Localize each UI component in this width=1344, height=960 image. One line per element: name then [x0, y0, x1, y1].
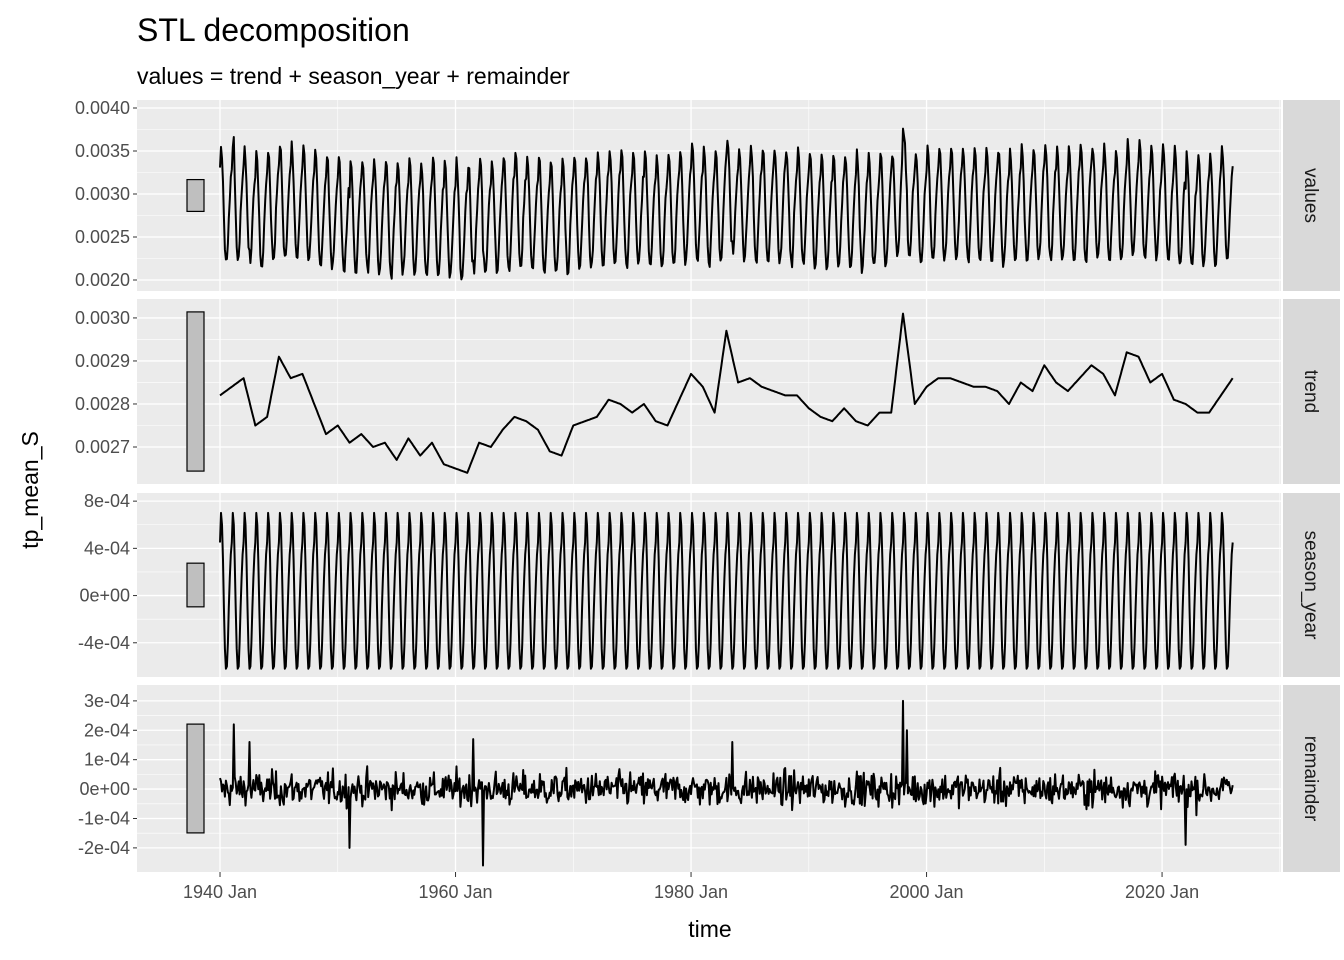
- facet-strip-label: remainder: [1300, 736, 1321, 822]
- panel-background: [137, 685, 1281, 872]
- panel-trend: 0.0027 0.0028 0.0029 0.0030 trend: [75, 299, 1340, 484]
- facet-strip-label: trend: [1300, 370, 1321, 413]
- y-axis-label: tp_mean_S: [17, 431, 43, 549]
- y-tick-label: 0e+00: [79, 586, 130, 606]
- panel-season_year: -4e-04 0e+00 4e-04 8e-04 season_year: [78, 491, 1340, 677]
- facet-strip-label: season_year: [1300, 531, 1321, 640]
- y-tick-label: 2e-04: [84, 720, 130, 740]
- series-line-remainder: [219, 699, 1234, 867]
- x-tick-label: 1980 Jan: [654, 882, 728, 902]
- series-line-season_year: [219, 511, 1234, 670]
- x-tick-label: 1960 Jan: [418, 882, 492, 902]
- chart-subtitle: values = trend + season_year + remainder: [137, 63, 570, 89]
- y-tick-label: 0.0027: [75, 437, 130, 457]
- scale-range-bar: [186, 723, 205, 834]
- y-tick-label: 0.0030: [75, 308, 130, 328]
- facet-strip: [1283, 493, 1340, 677]
- panel-background: [137, 493, 1281, 677]
- x-tick-label: 2020 Jan: [1125, 882, 1199, 902]
- y-tick-label: 0.0029: [75, 351, 130, 371]
- chart-title: STL decomposition: [137, 12, 410, 48]
- y-tick-label: 4e-04: [84, 538, 130, 558]
- facet-strip: [1283, 299, 1340, 484]
- series-line-trend: [219, 312, 1234, 474]
- scale-range-bar: [186, 311, 205, 472]
- y-tick-label: 1e-04: [84, 750, 130, 770]
- panel-remainder: -2e-04 -1e-04 0e+00 1e-04 2e-04 3e-04 remainde…: [78, 685, 1340, 872]
- facet-strip: [1283, 100, 1340, 291]
- y-tick-label: 0.0028: [75, 394, 130, 414]
- y-tick-label: 3e-04: [84, 691, 130, 711]
- scale-range-bar: [186, 562, 205, 608]
- panel-values: 0.0020 0.0025 0.0030 0.0035 0.0040 values: [75, 98, 1340, 291]
- y-tick-label: 0.0025: [75, 227, 130, 247]
- y-tick-label: -1e-04: [78, 808, 130, 828]
- y-tick-label: 0.0035: [75, 141, 130, 161]
- x-tick-label: 2000 Jan: [890, 882, 964, 902]
- y-tick-label: 0.0020: [75, 270, 130, 290]
- y-tick-label: 0e+00: [79, 779, 130, 799]
- y-tick-label: -4e-04: [78, 633, 130, 653]
- facet-strip: [1283, 685, 1340, 872]
- y-tick-label: -2e-04: [78, 838, 130, 858]
- x-tick-label: 1940 Jan: [183, 882, 257, 902]
- x-axis-label: time: [688, 916, 731, 942]
- series-line-values: [219, 127, 1234, 281]
- y-tick-label: 8e-04: [84, 491, 130, 511]
- panel-background: [137, 299, 1281, 484]
- scale-range-bar: [186, 178, 205, 213]
- y-tick-label: 0.0040: [75, 98, 130, 118]
- facet-strip-label: values: [1300, 168, 1321, 223]
- y-tick-label: 0.0030: [75, 184, 130, 204]
